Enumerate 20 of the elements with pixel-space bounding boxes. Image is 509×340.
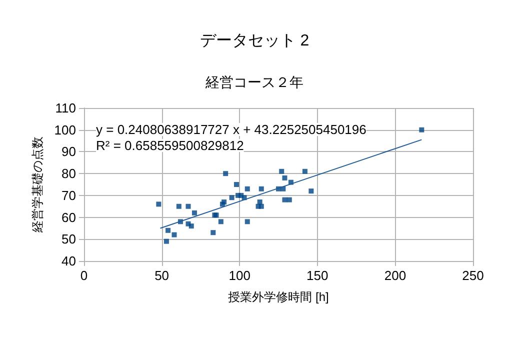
y-tick-label: 50	[62, 232, 76, 247]
chart-subtitle: 経営コース２年	[204, 74, 304, 90]
x-axis-title: 授業外学修時間 [h]	[228, 290, 329, 304]
x-tick-label: 0	[80, 268, 88, 283]
x-tick-label: 200	[384, 268, 406, 283]
x-tick-label: 150	[306, 268, 328, 283]
y-axis-title: 経営学基礎の点数	[30, 136, 44, 234]
y-tick-label: 110	[55, 100, 76, 116]
x-tick-label: 250	[462, 268, 484, 283]
y-tick-label: 40	[62, 254, 76, 268]
chart-title: データセット 2	[200, 32, 310, 50]
y-tick-label: 60	[62, 210, 76, 225]
x-tick-label: 100	[228, 268, 250, 283]
y-tick-label: 100	[54, 122, 76, 138]
y-tick-label: 90	[62, 144, 76, 160]
x-tick-label: 50	[154, 268, 170, 283]
y-tick-label: 80	[62, 166, 76, 182]
y-tick-label: 70	[62, 188, 76, 203]
annotation: y = 0.24080638917727 x + 43.2252505450196	[96, 122, 366, 137]
annotation: R² = 0.658559500829812	[96, 138, 244, 153]
